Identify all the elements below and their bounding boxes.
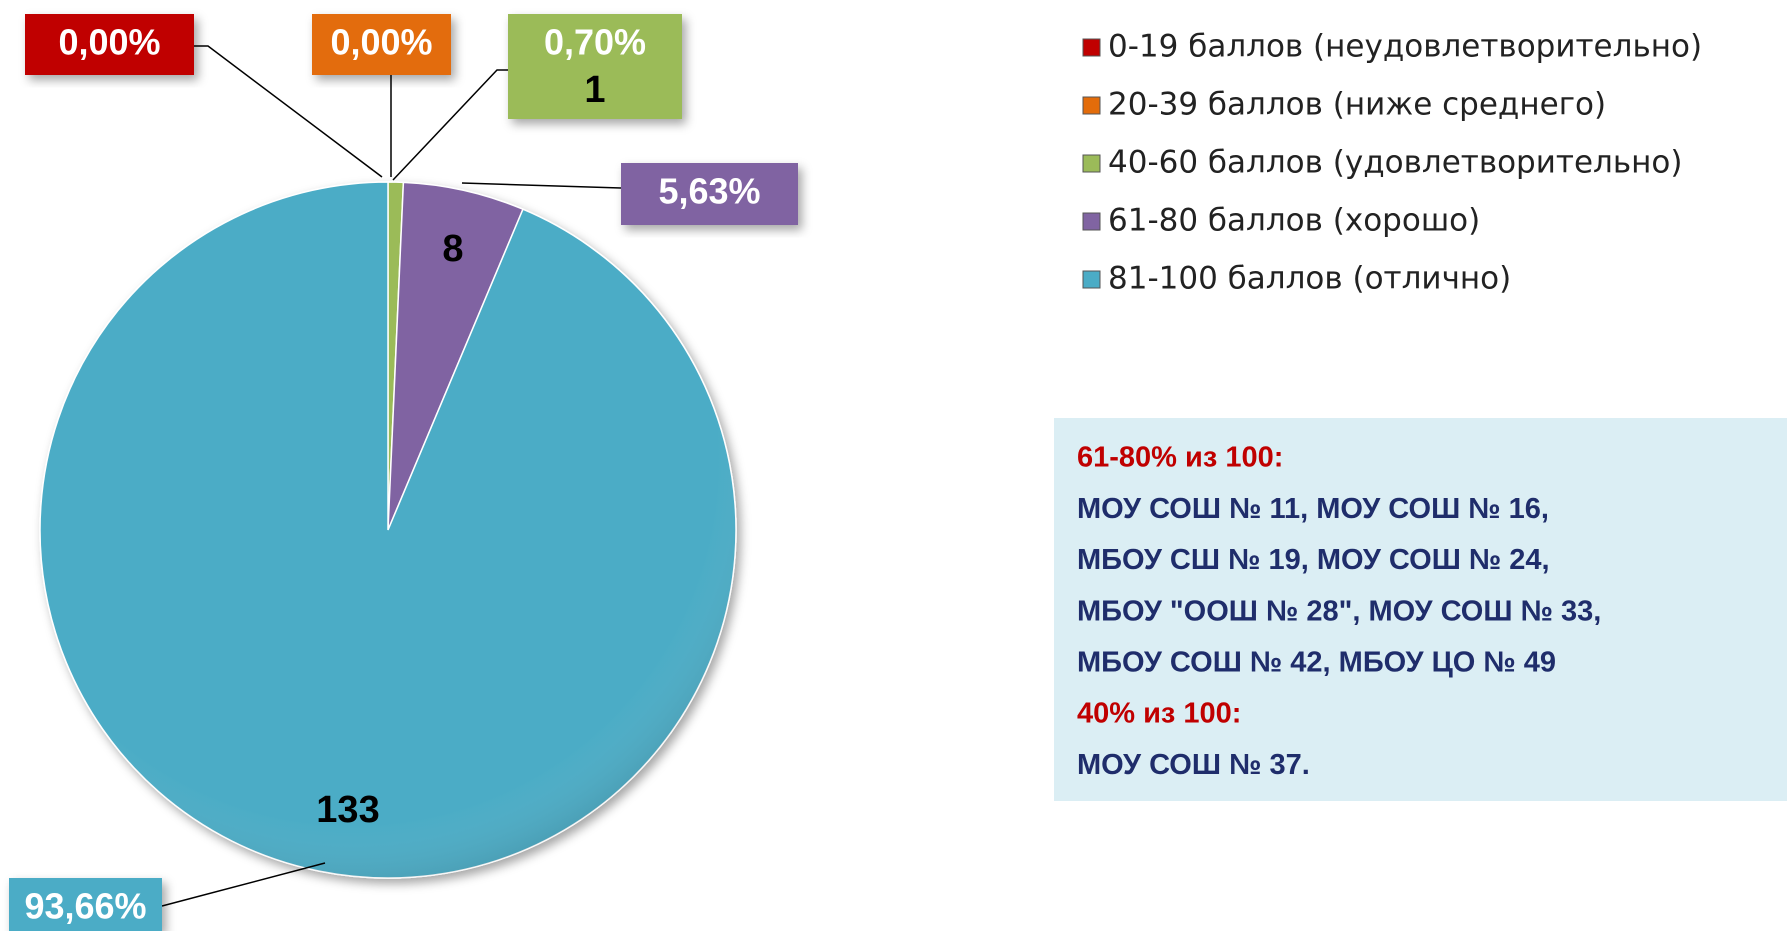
legend-label: 61-80 баллов (хорошо): [1108, 203, 1480, 239]
legend-marker: [1082, 38, 1101, 57]
note-line: МОУ СОШ № 37.: [1077, 749, 1310, 781]
legend-label: 40-60 баллов (удовлетворительно): [1108, 145, 1682, 181]
label-box: [312, 14, 451, 75]
leader-line: [392, 69, 508, 181]
label-box: [508, 14, 682, 119]
label-box: [621, 163, 798, 225]
count-label: 8: [442, 228, 463, 270]
note-line: МБОУ СШ № 19, МОУ СОШ № 24,: [1077, 544, 1550, 576]
legend-label: 81-100 баллов (отлично): [1108, 261, 1511, 297]
pie: [39, 181, 737, 879]
leader-line: [461, 182, 622, 189]
percent-label: 0,00%: [330, 22, 432, 63]
count-label: 133: [316, 789, 379, 831]
legend-label: 20-39 баллов (ниже среднего): [1108, 87, 1606, 123]
label-box: [25, 14, 194, 75]
legend-marker: [1082, 270, 1101, 289]
note-line: МОУ СОШ № 11, МОУ СОШ № 16,: [1077, 493, 1549, 525]
leader-line: [161, 862, 326, 907]
legend-label: 0-19 баллов (неудовлетворительно): [1108, 29, 1702, 65]
note-line: МБОУ СОШ № 42, МБОУ ЦО № 49: [1077, 646, 1556, 678]
note-heading: 40% из 100:: [1077, 698, 1241, 730]
label-box: [9, 878, 162, 931]
count-label: 1: [584, 69, 605, 111]
legend-marker: [1082, 96, 1101, 115]
note-line: МБОУ "ООШ № 28", МОУ СОШ № 33,: [1077, 595, 1601, 627]
leader-line: [194, 45, 383, 178]
note-box: [1054, 418, 1787, 801]
legend-marker: [1082, 154, 1101, 173]
percent-label: 0,70%: [544, 22, 646, 63]
percent-label: 0,00%: [58, 22, 160, 63]
percent-label: 93,66%: [24, 886, 146, 927]
pie-shade: [40, 182, 736, 878]
legend-marker: [1082, 212, 1101, 231]
percent-label: 5,63%: [658, 171, 760, 212]
note-heading: 61-80% из 100:: [1077, 442, 1283, 474]
